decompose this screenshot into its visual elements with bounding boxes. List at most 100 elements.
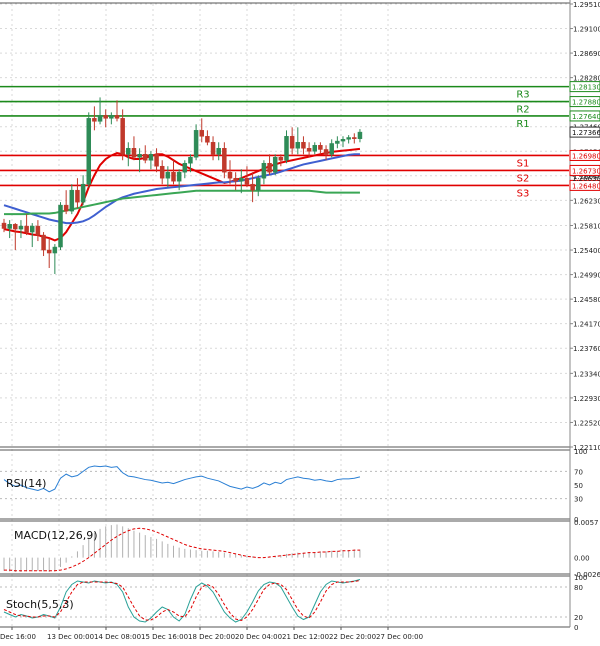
candle [103, 109, 108, 128]
candle-body [318, 145, 323, 150]
candle-body [120, 118, 125, 155]
stoch-k-line [3, 579, 361, 623]
candle-body [222, 148, 227, 173]
rsi-tick-label: 100 [574, 448, 587, 456]
candle [30, 223, 35, 248]
level-label-s1: S1 [517, 158, 530, 169]
price-tick-label: 1.23340 [573, 370, 600, 378]
candle [148, 151, 154, 170]
candle-body [24, 225, 29, 233]
candle-body [30, 225, 35, 233]
candle-body [18, 225, 24, 230]
candle [193, 124, 199, 161]
candle [323, 145, 329, 161]
candle-body [69, 189, 75, 212]
candle-body [216, 148, 221, 155]
candle-body [346, 137, 351, 140]
candle-body [86, 118, 91, 185]
stoch-tick-label: 0 [574, 624, 578, 632]
price-axis: 1.295101.291001.286901.282801.278701.274… [569, 0, 600, 646]
candle-body [143, 154, 148, 161]
macd-tick-label: 0.00 [574, 555, 590, 563]
level-label-r3: R3 [516, 90, 529, 101]
candle-body [182, 162, 188, 173]
level-price-tag-label: 1.26730 [572, 167, 600, 175]
candle [52, 244, 58, 274]
panel-frames [0, 2, 570, 628]
candle [171, 160, 176, 185]
candle [340, 136, 346, 148]
macd-tick-label: 0.0057 [574, 519, 599, 527]
candle [256, 175, 261, 197]
candle-body [335, 140, 340, 144]
moving-average-line-3 [4, 189, 360, 216]
time-tick-label: 18 Dec 20:00 [188, 633, 235, 641]
candle-body [239, 177, 244, 182]
candle [233, 172, 238, 191]
current-price-tag [569, 126, 600, 138]
candle [284, 130, 289, 164]
candle-body [58, 204, 63, 248]
price-tick-label: 1.24170 [573, 321, 600, 329]
moving-average-line-2 [3, 153, 360, 225]
extra-price-label: 1.26630 [572, 175, 600, 183]
candle-body [193, 130, 199, 158]
candle [7, 220, 12, 239]
candle-body [267, 162, 272, 173]
moving-averages [3, 147, 361, 242]
level-price-tag-label: 1.26980 [572, 152, 600, 160]
time-tick-label: 21 Dec 12:00 [282, 633, 329, 641]
candle-body [75, 189, 80, 203]
candle [58, 202, 63, 251]
price-tick-label: 1.24580 [573, 296, 600, 304]
stoch-tick-label: 80 [574, 584, 583, 592]
candle-body [340, 139, 346, 142]
candle [13, 223, 18, 251]
candle [346, 135, 351, 144]
candle [210, 136, 216, 161]
candle [272, 154, 278, 176]
macd-tick-label: -0.00262 [574, 571, 600, 579]
price-tick-label: 1.26230 [573, 197, 600, 205]
indicator-labels: RSI(14) MACD(12,26,9) Stoch(5,5,3) [6, 477, 98, 611]
candle [75, 178, 80, 209]
stoch-tick-label: 20 [574, 614, 583, 622]
level-price-tag-label: 1.26480 [572, 182, 600, 190]
candle [239, 169, 244, 194]
candle [159, 160, 165, 185]
stoch-tick-label: 100 [574, 574, 587, 582]
candle [143, 145, 148, 164]
candle-body [137, 154, 142, 158]
candle-body [306, 148, 312, 152]
candle-body [7, 224, 12, 229]
candle [250, 172, 255, 203]
rsi-tick-label: 30 [574, 496, 583, 504]
candle-body [103, 115, 108, 119]
time-tick-label: 13 Dec 00:00 [47, 633, 94, 641]
candle-body [284, 136, 289, 161]
rsi-tick-label: 70 [574, 468, 583, 476]
price-tick-label: 1.26640 [573, 173, 600, 181]
price-tick-label: 1.29510 [573, 1, 600, 9]
candle-body [210, 142, 216, 155]
candle [182, 160, 188, 179]
price-tick-label: 1.24990 [573, 272, 600, 280]
candle-body [148, 154, 154, 161]
candle [244, 166, 250, 188]
candles [1, 97, 363, 274]
candle-body [233, 177, 238, 182]
macd-signal-line [4, 527, 360, 572]
candle [154, 148, 159, 173]
candle [120, 109, 125, 161]
candle [41, 232, 46, 257]
candle [312, 142, 317, 155]
candle-body [244, 177, 250, 185]
time-tick-label: 27 Dec 00:00 [376, 633, 423, 641]
candle-body [272, 157, 278, 173]
candle-body [46, 249, 52, 254]
candle [205, 130, 210, 146]
candle [329, 139, 334, 158]
candle [357, 129, 363, 143]
stoch-label: Stoch(5,5,3) [6, 598, 74, 611]
